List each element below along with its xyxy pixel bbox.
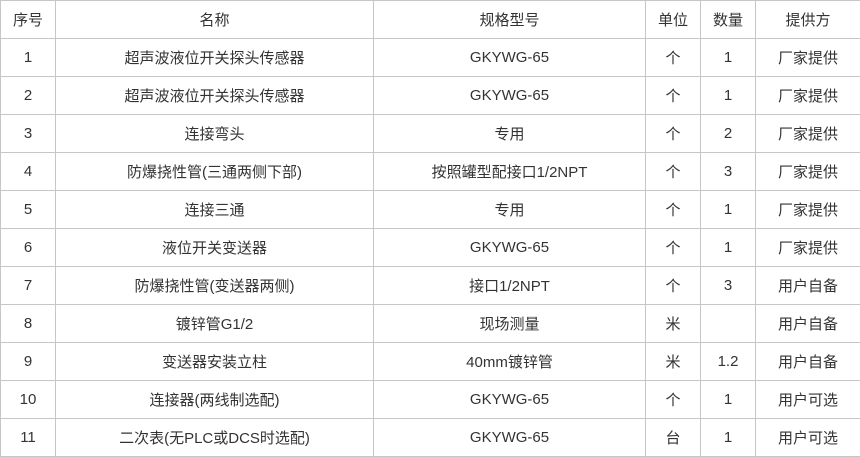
table-cell: 超声波液位开关探头传感器 [55, 38, 374, 77]
table-cell: 米 [645, 304, 701, 343]
table-row: 9 变送器安装立柱 40mm镀锌管米 1.2 用户自备 [0, 342, 860, 381]
table-cell: 用户自备 [755, 342, 860, 381]
table-cell: 超声波液位开关探头传感器 [55, 76, 374, 115]
table-header-row: 序号 名称 规格型号 单位 数量 提供方 [0, 0, 860, 39]
column-header: 单位 [645, 0, 701, 39]
table-cell: 2 [700, 114, 756, 153]
table-cell: 40mm镀锌管 [373, 342, 646, 381]
table-cell: 个 [645, 38, 701, 77]
table-cell: 连接三通 [55, 190, 374, 229]
column-header: 数量 [700, 0, 756, 39]
table-cell: 米 [645, 342, 701, 381]
table-row: 1 超声波液位开关探头传感器 GKYWG-65 个 1 厂家提供 [0, 38, 860, 77]
table-cell: 个 [645, 190, 701, 229]
table-cell: 1.2 [700, 342, 756, 381]
table-row: 7 防爆挠性管(变送器两侧) 接口1/2NPT 个 3 用户自备 [0, 266, 860, 305]
table-cell: 用户可选 [755, 380, 860, 419]
table-cell: 个 [645, 380, 701, 419]
table-cell: 1 [700, 76, 756, 115]
table-cell: 8 [0, 304, 56, 343]
table-cell: 防爆挠性管(三通两侧下部) [55, 152, 374, 191]
table-cell: 镀锌管G1/2 [55, 304, 374, 343]
table-cell: 厂家提供 [755, 76, 860, 115]
table-cell: 1 [700, 190, 756, 229]
column-header: 名称 [55, 0, 374, 39]
table-cell: 3 [700, 266, 756, 305]
table-cell: 现场测量 [373, 304, 646, 343]
table-row: 3 连接弯头 专用个 2 厂家提供 [0, 114, 860, 153]
table-cell: 10 [0, 380, 56, 419]
table-cell: 专用 [373, 114, 646, 153]
table-cell: 9 [0, 342, 56, 381]
table-cell: 厂家提供 [755, 38, 860, 77]
table-cell: 二次表(无PLC或DCS时选配) [55, 418, 374, 457]
table-row: 11 二次表(无PLC或DCS时选配) GKYWG-65 台 1 用户可选 [0, 418, 860, 457]
table-cell: 台 [645, 418, 701, 457]
table-cell: GKYWG-65 [373, 228, 646, 267]
table-cell: 防爆挠性管(变送器两侧) [55, 266, 374, 305]
table-cell: 接口1/2NPT [373, 266, 646, 305]
table-cell: GKYWG-65 [373, 38, 646, 77]
table-cell: 连接器(两线制选配) [55, 380, 374, 419]
table-cell: GKYWG-65 [373, 418, 646, 457]
table-cell: 1 [0, 38, 56, 77]
table-cell: 变送器安装立柱 [55, 342, 374, 381]
table-cell [700, 304, 756, 343]
table-cell: 厂家提供 [755, 190, 860, 229]
table-cell: 4 [0, 152, 56, 191]
table-cell: 个 [645, 228, 701, 267]
table-row: 4 防爆挠性管(三通两侧下部) 按照罐型配接口1/2NPT 个 3 厂家提供 [0, 152, 860, 191]
table-cell: 1 [700, 380, 756, 419]
table-cell: GKYWG-65 [373, 380, 646, 419]
table-cell: 个 [645, 76, 701, 115]
table-row: 2 超声波液位开关探头传感器 GKYWG-65 个 1 厂家提供 [0, 76, 860, 115]
table-cell: 液位开关变送器 [55, 228, 374, 267]
table-cell: 厂家提供 [755, 114, 860, 153]
column-header: 规格型号 [373, 0, 646, 39]
table-cell: GKYWG-65 [373, 76, 646, 115]
table-cell: 3 [0, 114, 56, 153]
table-cell: 5 [0, 190, 56, 229]
table-cell: 1 [700, 418, 756, 457]
table-cell: 个 [645, 152, 701, 191]
table-cell: 按照罐型配接口1/2NPT [373, 152, 646, 191]
table-cell: 1 [700, 228, 756, 267]
table-cell: 1 [700, 38, 756, 77]
column-header: 序号 [0, 0, 56, 39]
table-cell: 11 [0, 418, 56, 457]
table-cell: 连接弯头 [55, 114, 374, 153]
table-cell: 厂家提供 [755, 152, 860, 191]
table-cell: 用户可选 [755, 418, 860, 457]
table-cell: 7 [0, 266, 56, 305]
table-cell: 用户自备 [755, 266, 860, 305]
table-cell: 厂家提供 [755, 228, 860, 267]
table-row: 6 液位开关变送器 GKYWG-65 个 1 厂家提供 [0, 228, 860, 267]
table-cell: 专用 [373, 190, 646, 229]
table-cell: 用户自备 [755, 304, 860, 343]
table-cell: 6 [0, 228, 56, 267]
table-cell: 2 [0, 76, 56, 115]
table-cell: 个 [645, 114, 701, 153]
table-cell: 3 [700, 152, 756, 191]
table-cell: 个 [645, 266, 701, 305]
table-row: 5 连接三通 专用个 1 厂家提供 [0, 190, 860, 229]
column-header: 提供方 [755, 0, 860, 39]
table-row: 10 连接器(两线制选配) GKYWG-65 个 1 用户可选 [0, 380, 860, 419]
table-body: 1 超声波液位开关探头传感器 GKYWG-65 个 1 厂家提供 2 超声波液位开关探头传感器… [0, 38, 860, 457]
table-row: 8 镀锌管G1/2 现场测量米 用户自备 [0, 304, 860, 343]
